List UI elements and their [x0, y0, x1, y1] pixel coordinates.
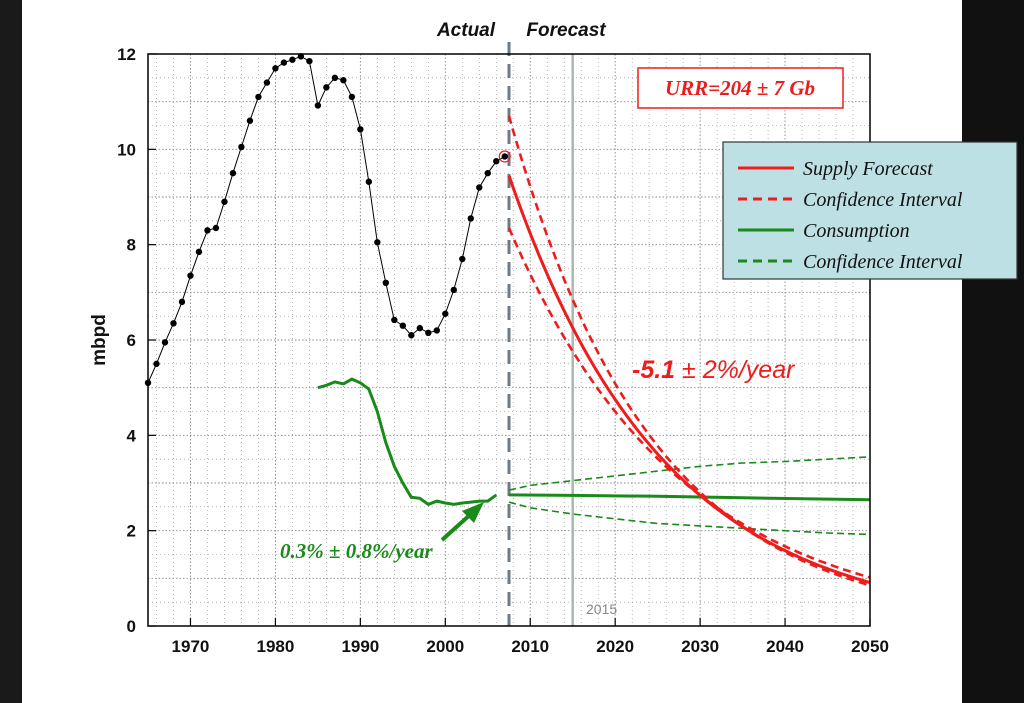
header-actual: Actual	[436, 20, 496, 41]
consumption-history-line	[317, 377, 498, 507]
production-point	[221, 198, 228, 205]
x-tick-label: 2030	[681, 637, 719, 656]
y-tick-label: 12	[117, 45, 136, 64]
consumption-forecast-line	[508, 493, 870, 502]
production-point	[153, 360, 160, 368]
production-point	[374, 239, 381, 246]
supply-rate-bold: -5.1	[632, 356, 675, 384]
supply-upper-line	[507, 115, 870, 587]
x-tick-label: 1970	[172, 637, 210, 656]
legend-consumption-ci-label: Confidence Interval	[803, 251, 963, 273]
y-tick-label: 10	[117, 140, 136, 159]
production-point	[187, 272, 194, 279]
production-point	[195, 248, 203, 256]
production-point	[357, 126, 364, 133]
consumption-lower-line	[508, 501, 870, 536]
x-tick-label: 1990	[341, 637, 379, 656]
x-tick-label: 2010	[511, 637, 549, 656]
x-tick-label: 2050	[851, 637, 889, 656]
x-tick-label: 2020	[596, 637, 634, 656]
production-point	[331, 74, 339, 82]
production-point	[365, 178, 373, 185]
production-point	[459, 255, 466, 263]
urr-box	[637, 67, 844, 109]
production-point	[408, 332, 415, 339]
production-point	[297, 53, 305, 60]
x-tick-label: 1980	[256, 637, 294, 656]
consumption-rate-arrow-head	[462, 502, 484, 523]
x-tick-label: 2000	[426, 637, 464, 656]
production-point	[493, 158, 500, 165]
production-point	[323, 84, 330, 91]
legend-box	[722, 141, 1018, 280]
tick-labels: 1970 1980 1990 2000 2010 2020 2030 2040 2050 0 2 4 6…	[117, 45, 889, 656]
production-point	[399, 322, 407, 329]
consumption-rate-arrow-shaft	[440, 511, 474, 542]
grid	[148, 54, 870, 626]
production-point	[289, 56, 296, 63]
x-tick-label: 2040	[766, 637, 804, 656]
supply-rate-rest: ± 2%/year	[675, 356, 796, 384]
marker-2015-label: 2015	[586, 601, 617, 617]
production-last-point-highlight	[498, 150, 511, 163]
production-point	[450, 286, 457, 294]
production-point	[391, 316, 398, 324]
production-point	[433, 327, 440, 334]
production-point	[255, 93, 262, 101]
urr-label: URR=204 ± 7 Gb	[665, 76, 815, 100]
production-point	[340, 77, 347, 84]
production-point	[314, 102, 322, 109]
production-point	[229, 169, 237, 177]
y-tick-label: 0	[127, 617, 136, 636]
header-forecast: Forecast	[526, 20, 606, 41]
y-tick-label: 8	[127, 236, 136, 255]
right-dark-margin	[962, 0, 1024, 703]
supply-forecast-line	[507, 175, 870, 584]
production-point	[476, 184, 483, 191]
production-point	[425, 329, 432, 337]
production-point	[467, 215, 474, 222]
production-point	[161, 339, 169, 346]
supply-rate-label: -5.1 ± 2%/year	[632, 356, 796, 384]
production-point	[306, 57, 313, 65]
production-point	[484, 169, 491, 177]
production-point	[348, 93, 356, 101]
production-point	[212, 224, 220, 232]
production-point	[263, 79, 271, 86]
legend-supply-ci-label: Confidence Interval	[803, 189, 963, 211]
production-point	[442, 310, 449, 317]
marker-lines	[507, 42, 574, 626]
legend-supply-label: Supply Forecast	[803, 158, 933, 180]
production-point	[416, 324, 424, 332]
y-tick-label: 2	[127, 522, 136, 541]
production-point	[382, 279, 390, 286]
production-point	[204, 227, 211, 234]
consumption-upper-line	[508, 456, 870, 491]
production-point	[170, 320, 177, 327]
consumption-rate-label: 0.3% ± 0.8%/year	[280, 539, 433, 563]
production-point	[272, 65, 279, 72]
production-point	[501, 153, 508, 160]
production-point	[246, 117, 254, 124]
production-point	[178, 298, 186, 306]
y-axis-label: mbpd	[89, 314, 110, 366]
production-markers	[144, 53, 511, 387]
production-point	[238, 143, 245, 151]
legend-consumption-label: Consumption	[803, 220, 910, 242]
legend: Supply Forecast Confidence Interval Cons…	[722, 141, 1018, 280]
y-tick-label: 6	[127, 331, 136, 350]
y-tick-label: 4	[127, 426, 137, 445]
production-point	[280, 59, 288, 66]
